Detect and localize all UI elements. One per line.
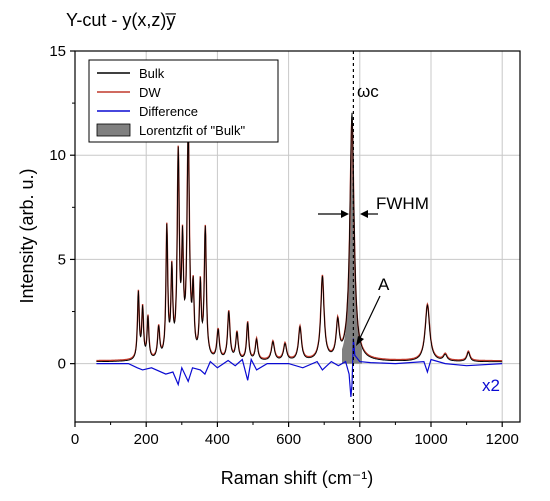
legend-entry-label: Lorentzfit of "Bulk" (139, 123, 245, 138)
point-a-arrow-shaft (359, 295, 381, 339)
point-a-label: A (378, 275, 390, 294)
chart-title: Y-cut - y(x,z)y̅ (66, 10, 177, 30)
lorentz-fit-area (342, 115, 362, 364)
y-tick-label: 5 (58, 251, 66, 268)
y-axis-title: Intensity (arb. u.) (17, 168, 37, 303)
omega-c-label: ωc (357, 82, 379, 101)
series-lines (96, 51, 503, 422)
x-tick-label: 200 (134, 431, 159, 448)
legend-entry-label: Difference (139, 104, 198, 119)
x-tick-label: 1000 (414, 431, 447, 448)
point-a-arrow-head (356, 336, 364, 346)
series-difference-line (96, 338, 503, 398)
legend-entry-label: DW (139, 85, 161, 100)
y-tick-label: 0 (58, 356, 66, 373)
legend-swatch-fill (96, 123, 131, 137)
fwhm-label: FWHM (376, 194, 429, 213)
legend: Bulk DW Difference Lorentzfit of "Bulk" (88, 59, 279, 143)
plot-frame (74, 50, 521, 423)
annotations: ωc FWHM A x2 (357, 82, 500, 395)
x-tick-label: 800 (347, 431, 372, 448)
x-tick-label: 1200 (486, 431, 519, 448)
legend-entry-label: Bulk (139, 66, 165, 81)
axis-ticks: 0 200 400 600 800 1000 1200 0 5 10 15 (49, 43, 519, 448)
x-tick-label: 0 (71, 431, 79, 448)
series-bulk-line (96, 112, 503, 363)
lorentz-fit-fill (342, 115, 362, 364)
fwhm-right-arrow-head (360, 210, 368, 218)
x-axis-title: Raman shift (cm⁻¹) (221, 468, 374, 488)
x-tick-label: 400 (205, 431, 230, 448)
y-tick-label: 15 (49, 43, 66, 60)
x-tick-label: 600 (276, 431, 301, 448)
scale-x2-label: x2 (482, 376, 500, 395)
y-tick-label: 10 (49, 147, 66, 164)
fwhm-left-arrow-head (341, 210, 349, 218)
